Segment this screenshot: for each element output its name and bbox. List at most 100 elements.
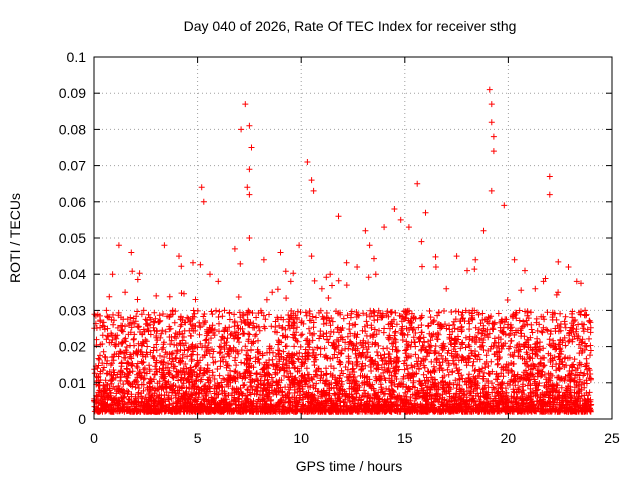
data-point-dense <box>391 373 398 380</box>
data-point-dense <box>253 314 260 321</box>
data-point-dense <box>146 407 153 414</box>
data-point-dense <box>529 371 536 378</box>
data-point-dense <box>143 405 150 411</box>
data-point-dense <box>282 343 289 350</box>
data-point-dense <box>365 274 372 281</box>
data-point-dense <box>135 324 142 331</box>
data-point-dense <box>184 408 191 415</box>
data-point-dense <box>213 394 219 401</box>
data-point-dense <box>466 371 472 378</box>
data-point-dense <box>274 387 281 394</box>
data-point-dense <box>417 335 424 342</box>
data-point-dense <box>95 362 102 369</box>
data-point-dense <box>212 382 218 388</box>
data-point-dense <box>218 337 225 344</box>
data-point-dense <box>181 371 188 378</box>
data-point-dense <box>192 327 199 334</box>
data-point-dense <box>164 364 171 371</box>
data-point-dense <box>374 349 380 355</box>
data-point-dense <box>245 338 252 345</box>
data-point-dense <box>332 346 339 353</box>
data-point-dense <box>370 334 376 341</box>
data-point-dense <box>401 406 408 413</box>
data-point-dense <box>101 364 107 371</box>
data-point-dense <box>391 394 398 400</box>
data-point-dense <box>209 369 216 376</box>
data-point-dense <box>110 408 117 415</box>
data-point-dense <box>100 348 107 355</box>
data-point-dense <box>214 366 221 372</box>
data-point-dense <box>461 391 468 398</box>
data-point-dense <box>245 322 252 329</box>
data-point-dense <box>282 326 289 333</box>
data-point-dense <box>581 370 588 377</box>
data-point-dense <box>250 364 257 371</box>
data-point-dense <box>374 316 381 323</box>
data-point-dense <box>472 348 478 355</box>
data-point-dense <box>545 385 552 392</box>
data-point-dense <box>556 365 563 372</box>
data-point-dense <box>303 378 309 385</box>
data-point-dense <box>204 376 211 383</box>
data-point-dense <box>539 390 546 396</box>
data-point-dense <box>562 408 569 415</box>
data-point-dense <box>302 309 309 316</box>
data-point-dense <box>363 312 370 318</box>
data-point-dense <box>584 326 591 333</box>
data-point-dense <box>122 338 129 345</box>
data-point-dense <box>466 320 473 327</box>
data-point-dense <box>290 270 297 277</box>
data-point-dense <box>290 310 297 317</box>
data-point-dense <box>295 381 302 388</box>
data-point-dense <box>556 366 563 373</box>
data-point-dense <box>462 307 469 314</box>
data-point-dense <box>496 407 503 414</box>
data-point-dense <box>438 322 445 329</box>
data-point-dense <box>576 376 583 383</box>
data-point-dense <box>403 325 410 332</box>
data-point-dense <box>133 313 140 320</box>
data-point-dense <box>584 366 590 373</box>
data-point-dense <box>400 401 407 407</box>
data-point-dense <box>173 350 180 357</box>
data-point-dense <box>131 378 138 385</box>
data-point-dense <box>156 312 163 319</box>
data-point-dense <box>565 401 571 408</box>
data-point-dense <box>425 322 432 329</box>
data-point-dense <box>147 331 154 338</box>
data-point-dense <box>395 405 402 412</box>
data-point-dense <box>392 370 399 377</box>
data-point-dense <box>389 308 395 315</box>
data-point-dense <box>450 381 457 388</box>
data-point-dense <box>430 319 436 325</box>
data-point-dense <box>469 362 476 369</box>
data-point-dense <box>562 354 569 361</box>
data-point-dense <box>231 357 238 364</box>
data-point-dense <box>246 309 253 315</box>
chart-title: Day 040 of 2026, Rate Of TEC Index for r… <box>184 18 517 34</box>
data-point-dense <box>264 349 270 356</box>
data-point-dense <box>449 357 456 364</box>
data-point-dense <box>202 337 209 344</box>
data-point-dense <box>416 377 423 384</box>
data-point-dense <box>528 321 535 328</box>
data-point-dense <box>440 385 447 392</box>
data-point-dense <box>512 309 519 316</box>
data-point-dense <box>208 335 214 342</box>
data-point-dense <box>349 361 356 367</box>
data-point-dense <box>326 317 333 324</box>
data-point-dense <box>321 390 328 397</box>
data-point-dense <box>236 339 242 346</box>
data-point-dense <box>586 406 593 413</box>
data-point-dense <box>553 291 560 298</box>
data-point-dense <box>476 396 483 403</box>
data-point-dense <box>439 344 446 351</box>
data-point-dense <box>410 379 417 386</box>
data-point-dense <box>309 391 316 398</box>
data-point-dense <box>363 318 370 325</box>
data-point-dense <box>324 336 330 343</box>
data-point-dense <box>360 403 367 410</box>
data-point-dense <box>377 404 384 411</box>
data-point-dense <box>224 328 231 335</box>
data-point-dense <box>361 387 367 394</box>
